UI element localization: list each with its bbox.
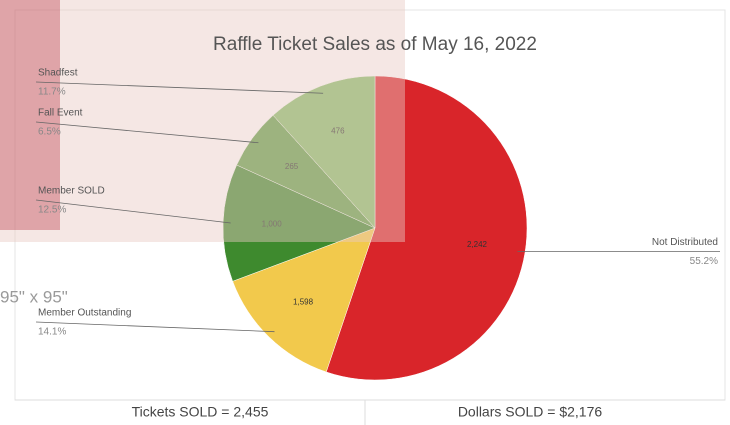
chart-title: Raffle Ticket Sales as of May 16, 2022 — [213, 34, 537, 55]
slice-count: 265 — [285, 162, 299, 171]
leader-line — [35, 81, 324, 94]
slice-count: 476 — [331, 127, 345, 136]
leader-line — [35, 321, 275, 333]
floral-overlay — [0, 0, 405, 242]
category-label: Member Outstanding — [38, 308, 131, 319]
overlay-size-text: 95" x 95" — [0, 287, 68, 306]
leader-line — [35, 121, 259, 144]
category-label: Not Distributed — [652, 237, 718, 248]
pie: 2,242 1,598 1,000 265 476 — [222, 75, 528, 381]
value-label: 55.2% — [690, 256, 718, 267]
category-label: Member SOLD — [38, 186, 105, 197]
leader-line — [35, 199, 231, 224]
footer-dollars: Dollars SOLD = $2,176 — [458, 404, 603, 420]
pie-slice — [232, 227, 376, 373]
pie-slice — [272, 75, 376, 229]
category-label: Fall Event — [38, 108, 83, 119]
pie-slice — [222, 164, 376, 282]
slice-count: 2,242 — [467, 240, 488, 249]
footer-tickets: Tickets SOLD = 2,455 — [132, 404, 269, 420]
slice-count: 1,000 — [262, 220, 283, 229]
value-label: 12.5% — [38, 205, 66, 216]
value-label: 11.7% — [38, 87, 66, 98]
pie-slice — [325, 75, 528, 381]
category-label: Shadfest — [38, 68, 78, 79]
slice-count: 1,598 — [293, 297, 314, 306]
value-label: 6.5% — [38, 127, 61, 138]
value-label: 14.1% — [38, 327, 66, 338]
overlay-edge — [0, 0, 60, 230]
